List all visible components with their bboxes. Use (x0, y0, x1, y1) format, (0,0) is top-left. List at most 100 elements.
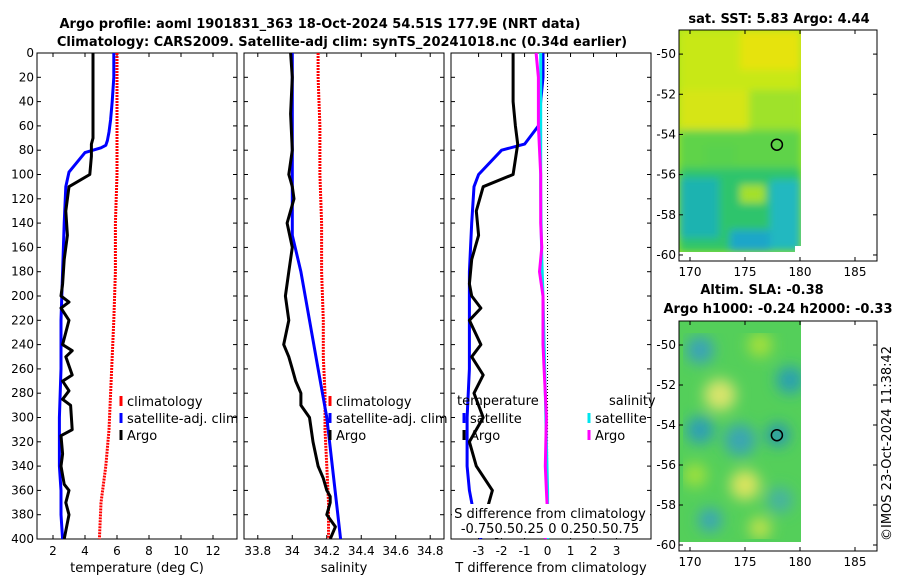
y-tick-label: 200 (11, 289, 34, 303)
plot-frame (36, 52, 238, 540)
x-tick-label: 10 (173, 544, 188, 558)
legend-salinity-title: salinity (609, 394, 656, 409)
map-y-tick-label: -50 (656, 338, 676, 352)
y-tick-label: 140 (11, 216, 34, 230)
y-tick-label: 220 (11, 313, 34, 327)
title-line-2: Climatology: CARS2009. Satellite-adj cli… (57, 35, 627, 50)
x-tick-label: 34.4 (348, 544, 375, 558)
s-axis-label: S difference from climatology (454, 507, 646, 522)
title-line-1: Argo profile: aoml 1901831_363 18-Oct-20… (60, 17, 581, 32)
x-tick-label: 3 (613, 544, 621, 558)
legend-temperature-title: temperature (457, 394, 539, 409)
map-x-tick-label: 180 (789, 265, 812, 279)
map-x-tick-label: 175 (734, 265, 757, 279)
y-tick-label: 180 (11, 265, 34, 279)
map-y-tick-label: -54 (656, 418, 676, 432)
series-climatology (316, 53, 330, 539)
y-tick-label: 340 (11, 459, 34, 473)
x-tick-label: -2 (496, 544, 508, 558)
map-y-tick-label: -52 (656, 378, 676, 392)
y-tick-label: 260 (11, 362, 34, 376)
series-satellite-adj-clim (57, 53, 116, 540)
y-tick-label: 380 (11, 508, 34, 522)
y-tick-label: 300 (11, 411, 34, 425)
x-tick-label: 2 (590, 544, 598, 558)
sst-map-frame (678, 29, 878, 262)
x-tick-label: -1 (519, 544, 531, 558)
s-axis-tick-labels: -0.750.50.25 0 0.250.50.75 (461, 522, 639, 537)
y-tick-label: 20 (19, 70, 34, 84)
map-y-tick-label: -58 (656, 208, 676, 222)
y-tick-label: 0 (26, 46, 34, 60)
x-tick-label: 34 (285, 544, 300, 558)
sst-argo-marker (770, 138, 784, 151)
imos-watermark: ©IMOS 23-Oct-2024 11:38:42 (880, 346, 895, 541)
series-t-argo (467, 53, 520, 540)
sst-map-panel: sat. SST: 5.83 Argo: 4.44 -50 -52 -54 -56 -5… (656, 12, 878, 279)
map-y-tick-label: -56 (656, 458, 676, 472)
y-tick-label: 80 (19, 143, 34, 157)
legend-label: Argo (595, 429, 625, 444)
legend-label: satellite-adj. clim (336, 412, 448, 427)
y-tick-label: 240 (11, 338, 34, 352)
difference-panel: -3 -2 -1 0 1 2 3 T difference from climatology t… (450, 52, 656, 576)
legend-label: climatology (127, 395, 203, 410)
salinity-panel: 33.8 34 34.2 34.4 34.6 34.8 salinity climatolog… (243, 52, 448, 576)
y-tick-label: 360 (11, 483, 34, 497)
y-tick-label: 320 (11, 435, 34, 449)
map-y-tick-label: -56 (656, 168, 676, 182)
map-y-tick-label: -60 (656, 538, 676, 552)
x-tick-label: -3 (473, 544, 485, 558)
sla-map-panel: Altim. SLA: -0.38 Argo h1000: -0.24 h200… (656, 283, 892, 569)
y-tick-label: 40 (19, 95, 34, 109)
series-argo (282, 52, 337, 540)
legend-label: satellite-adj. clim (127, 412, 239, 427)
s-axis-background (452, 504, 650, 538)
map-y-tick-label: -60 (656, 248, 676, 262)
x-tick-label: 34.6 (382, 544, 409, 558)
x-axis-label: T difference from climatology (454, 561, 647, 576)
series-s-argo (534, 52, 550, 540)
x-tick-label: 1 (567, 544, 575, 558)
map-y-tick-label: -50 (656, 47, 676, 61)
x-axis-label: salinity (321, 561, 368, 576)
x-tick-label: 34.8 (417, 544, 444, 558)
sla-map-frame (678, 320, 878, 552)
sla-map-title: Altim. SLA: -0.38 (700, 283, 823, 298)
x-tick-label: 6 (113, 544, 121, 558)
series-argo (59, 53, 95, 540)
legend-label: satellite (595, 412, 647, 427)
y-tick-label: 160 (11, 240, 34, 254)
series-satellite-adj-clim (290, 53, 343, 540)
legend-label: climatology (336, 395, 412, 410)
x-tick-label: 34.2 (313, 544, 340, 558)
map-x-tick-label: 170 (679, 265, 702, 279)
series-climatology (97, 53, 119, 540)
y-tick-label: 280 (11, 386, 34, 400)
legend-label: satellite (470, 412, 522, 427)
series-t-satellite (465, 53, 545, 540)
sla-map-subtitle: Argo h1000: -0.24 h2000: -0.33 (663, 302, 892, 317)
map-y-tick-label: -58 (656, 498, 676, 512)
legend-label: Argo (336, 429, 366, 444)
y-tick-label: 120 (11, 192, 34, 206)
map-y-tick-label: -54 (656, 127, 676, 141)
map-x-tick-label: 185 (844, 265, 867, 279)
sst-map-title: sat. SST: 5.83 Argo: 4.44 (688, 12, 869, 27)
y-tick-label: 100 (11, 168, 34, 182)
y-tick-label: 60 (19, 119, 34, 133)
map-x-tick-label: 180 (789, 555, 812, 569)
x-tick-label: 2 (49, 544, 57, 558)
map-y-tick-label: -52 (656, 87, 676, 101)
x-tick-label: 0 (544, 544, 552, 558)
x-tick-label: 8 (145, 544, 153, 558)
x-tick-label: 33.8 (244, 544, 271, 558)
plot-frame (243, 52, 445, 540)
legend-label: Argo (470, 429, 500, 444)
y-tick-label: 400 (11, 532, 34, 546)
sla-argo-marker (770, 428, 784, 442)
map-x-tick-label: 170 (679, 555, 702, 569)
x-tick-label: 4 (81, 544, 89, 558)
